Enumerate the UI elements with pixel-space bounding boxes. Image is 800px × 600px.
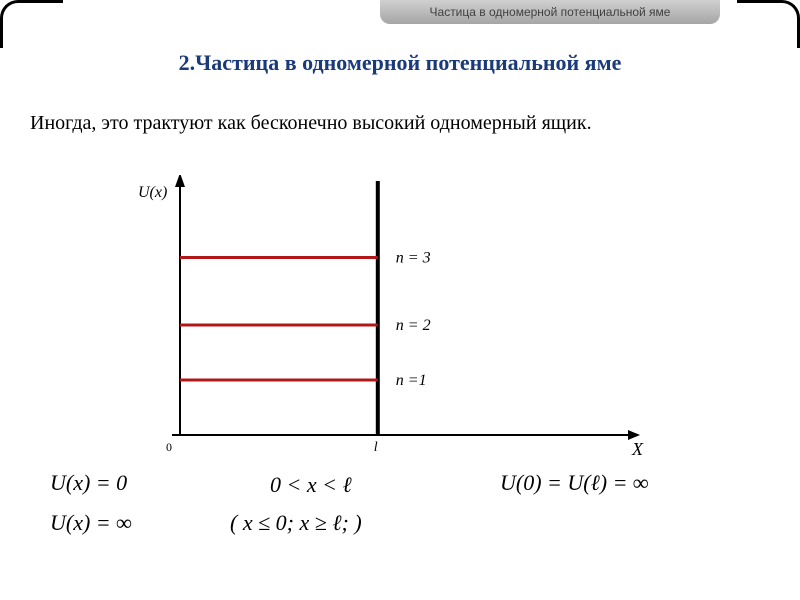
- svg-text:n = 2: n = 2: [396, 317, 431, 334]
- top-banner: Частица в одномерной потенциальной яме: [380, 0, 720, 24]
- decor-corner-tl: [0, 0, 63, 48]
- formula-u-zero: U(x) = 0: [50, 470, 127, 496]
- diagram-svg: n =1 n = 2 n = 3 U(x) X 0 l: [100, 175, 660, 465]
- svg-text:U(x): U(x): [138, 184, 167, 201]
- svg-text:X: X: [631, 439, 644, 459]
- formula-range: 0 < x < ℓ: [270, 472, 352, 498]
- svg-text:l: l: [374, 440, 378, 455]
- formula-boundary: U(0) = U(ℓ) = ∞: [500, 470, 649, 496]
- page-title: 2.Частица в одномерной потенциальной яме: [0, 50, 800, 76]
- svg-text:0: 0: [166, 440, 172, 454]
- body-paragraph: Иногда, это трактуют как бесконечно высо…: [30, 110, 620, 137]
- formula-u-inf: U(x) = ∞: [50, 510, 132, 536]
- energy-level-diagram: n =1 n = 2 n = 3 U(x) X 0 l: [100, 175, 660, 465]
- decor-corner-tr: [737, 0, 800, 48]
- svg-text:n = 3: n = 3: [396, 250, 431, 267]
- formula-outside-range: ( x ≤ 0; x ≥ ℓ; ): [230, 510, 362, 536]
- svg-text:n =1: n =1: [396, 372, 427, 389]
